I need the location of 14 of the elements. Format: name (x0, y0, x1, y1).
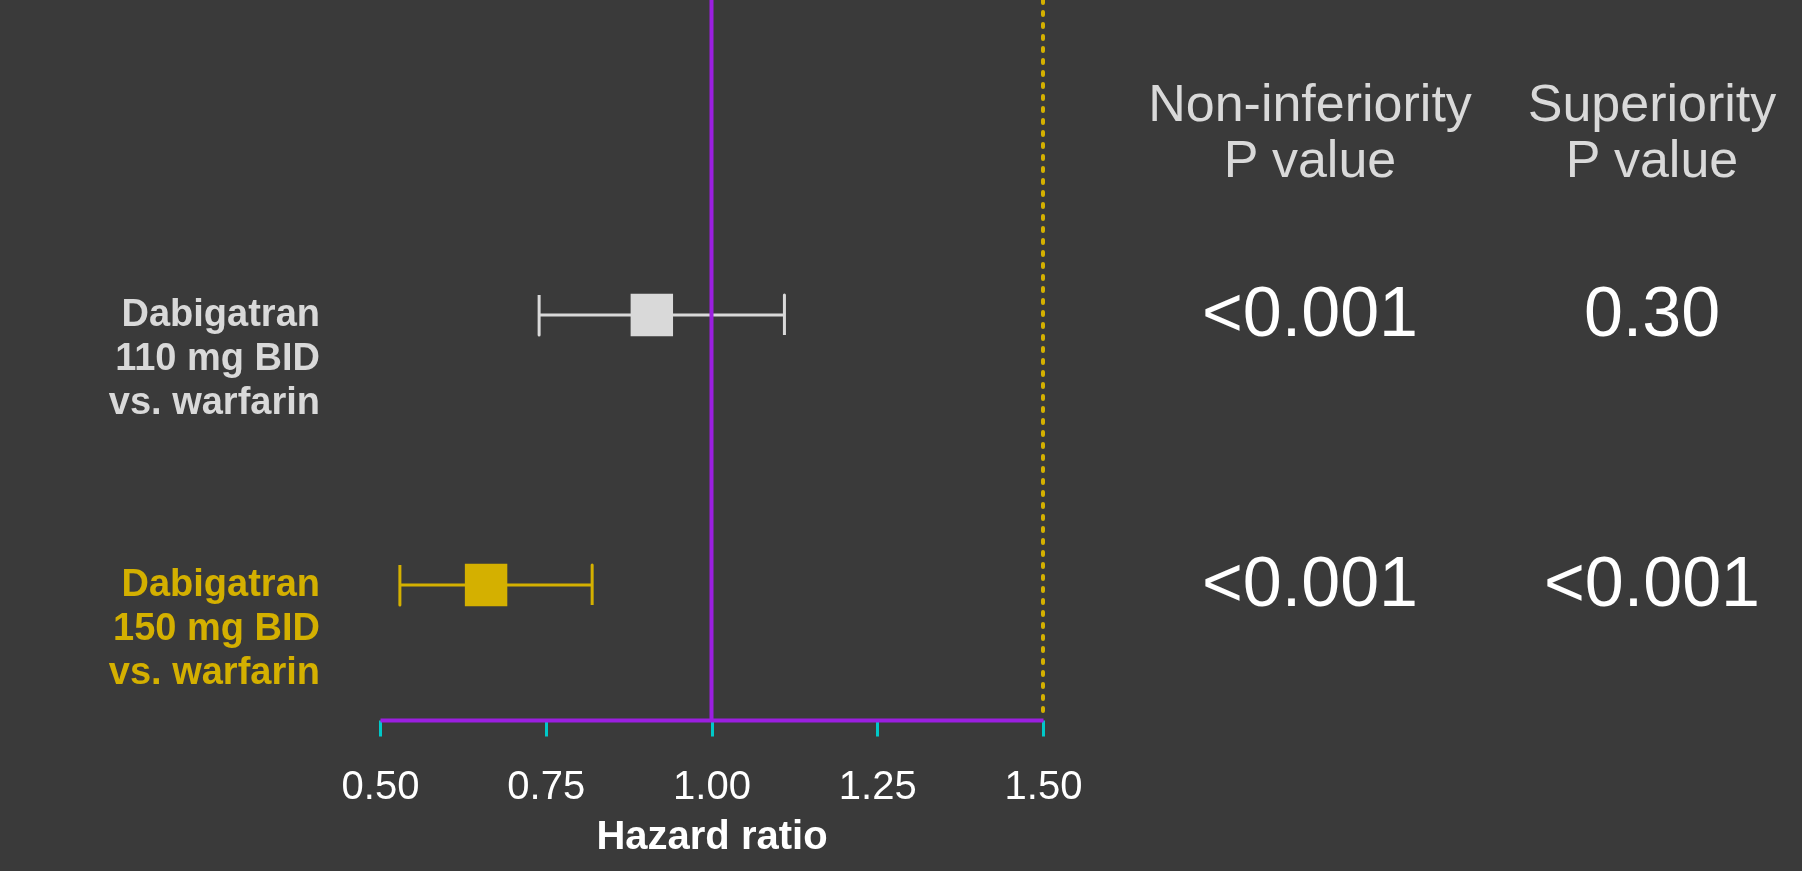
x-tick-label: 0.75 (507, 762, 586, 807)
text: Superiority P value (1527, 74, 1777, 188)
x-tick-label: 1.25 (838, 762, 917, 807)
text: Non-inferiority P value (1148, 74, 1472, 188)
x-tick-label: 0.50 (341, 762, 420, 807)
x-tick-label: 1.00 (673, 762, 751, 807)
text: 0.30 (1583, 273, 1721, 351)
text: <0.001 (1201, 273, 1419, 351)
x-axis-title: Hazard ratio (596, 812, 828, 857)
text: <0.001 (1543, 543, 1761, 621)
y-tick-label: Dabigatran 150 mg BID vs. warfarin (108, 562, 320, 692)
x-tick-label: 1.50 (1004, 762, 1083, 807)
text: <0.001 (1201, 543, 1419, 621)
y-tick-label: Dabigatran 110 mg BID vs. warfarin (108, 292, 320, 422)
